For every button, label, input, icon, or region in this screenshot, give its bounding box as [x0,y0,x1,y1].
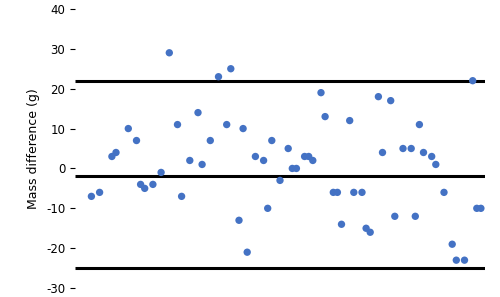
Point [386,98,394,103]
Point [264,206,272,211]
Point [448,242,456,247]
Y-axis label: Mass difference (g): Mass difference (g) [28,88,40,209]
Point [288,166,296,171]
Point [157,170,165,175]
Point [96,190,104,195]
Point [309,158,317,163]
Point [206,138,214,143]
Point [420,150,428,155]
Point [317,90,325,95]
Point [222,122,230,127]
Point [432,162,440,167]
Point [399,146,407,151]
Point [239,126,247,131]
Point [284,146,292,151]
Point [452,258,460,263]
Point [252,154,260,159]
Point [292,166,300,171]
Point [350,190,358,195]
Point [214,74,222,79]
Point [260,158,268,163]
Point [268,138,276,143]
Point [198,162,206,167]
Point [391,214,399,219]
Point [136,182,144,187]
Point [140,186,148,191]
Point [358,190,366,195]
Point [334,190,342,195]
Point [412,214,420,219]
Point [460,258,468,263]
Point [346,118,354,123]
Point [321,114,329,119]
Point [166,50,173,55]
Point [174,122,182,127]
Point [416,122,424,127]
Point [227,66,235,71]
Point [235,218,243,223]
Point [473,206,481,211]
Point [149,182,157,187]
Point [186,158,194,163]
Point [362,226,370,231]
Point [428,154,436,159]
Point [132,138,140,143]
Point [468,78,476,83]
Point [112,150,120,155]
Point [108,154,116,159]
Point [194,110,202,115]
Point [338,222,345,227]
Point [440,190,448,195]
Point [124,126,132,131]
Point [330,190,338,195]
Point [178,194,186,199]
Point [304,154,312,159]
Point [88,194,96,199]
Point [477,206,485,211]
Point [374,94,382,99]
Point [366,230,374,235]
Point [276,178,284,183]
Point [378,150,386,155]
Point [300,154,308,159]
Point [243,250,251,255]
Point [407,146,415,151]
